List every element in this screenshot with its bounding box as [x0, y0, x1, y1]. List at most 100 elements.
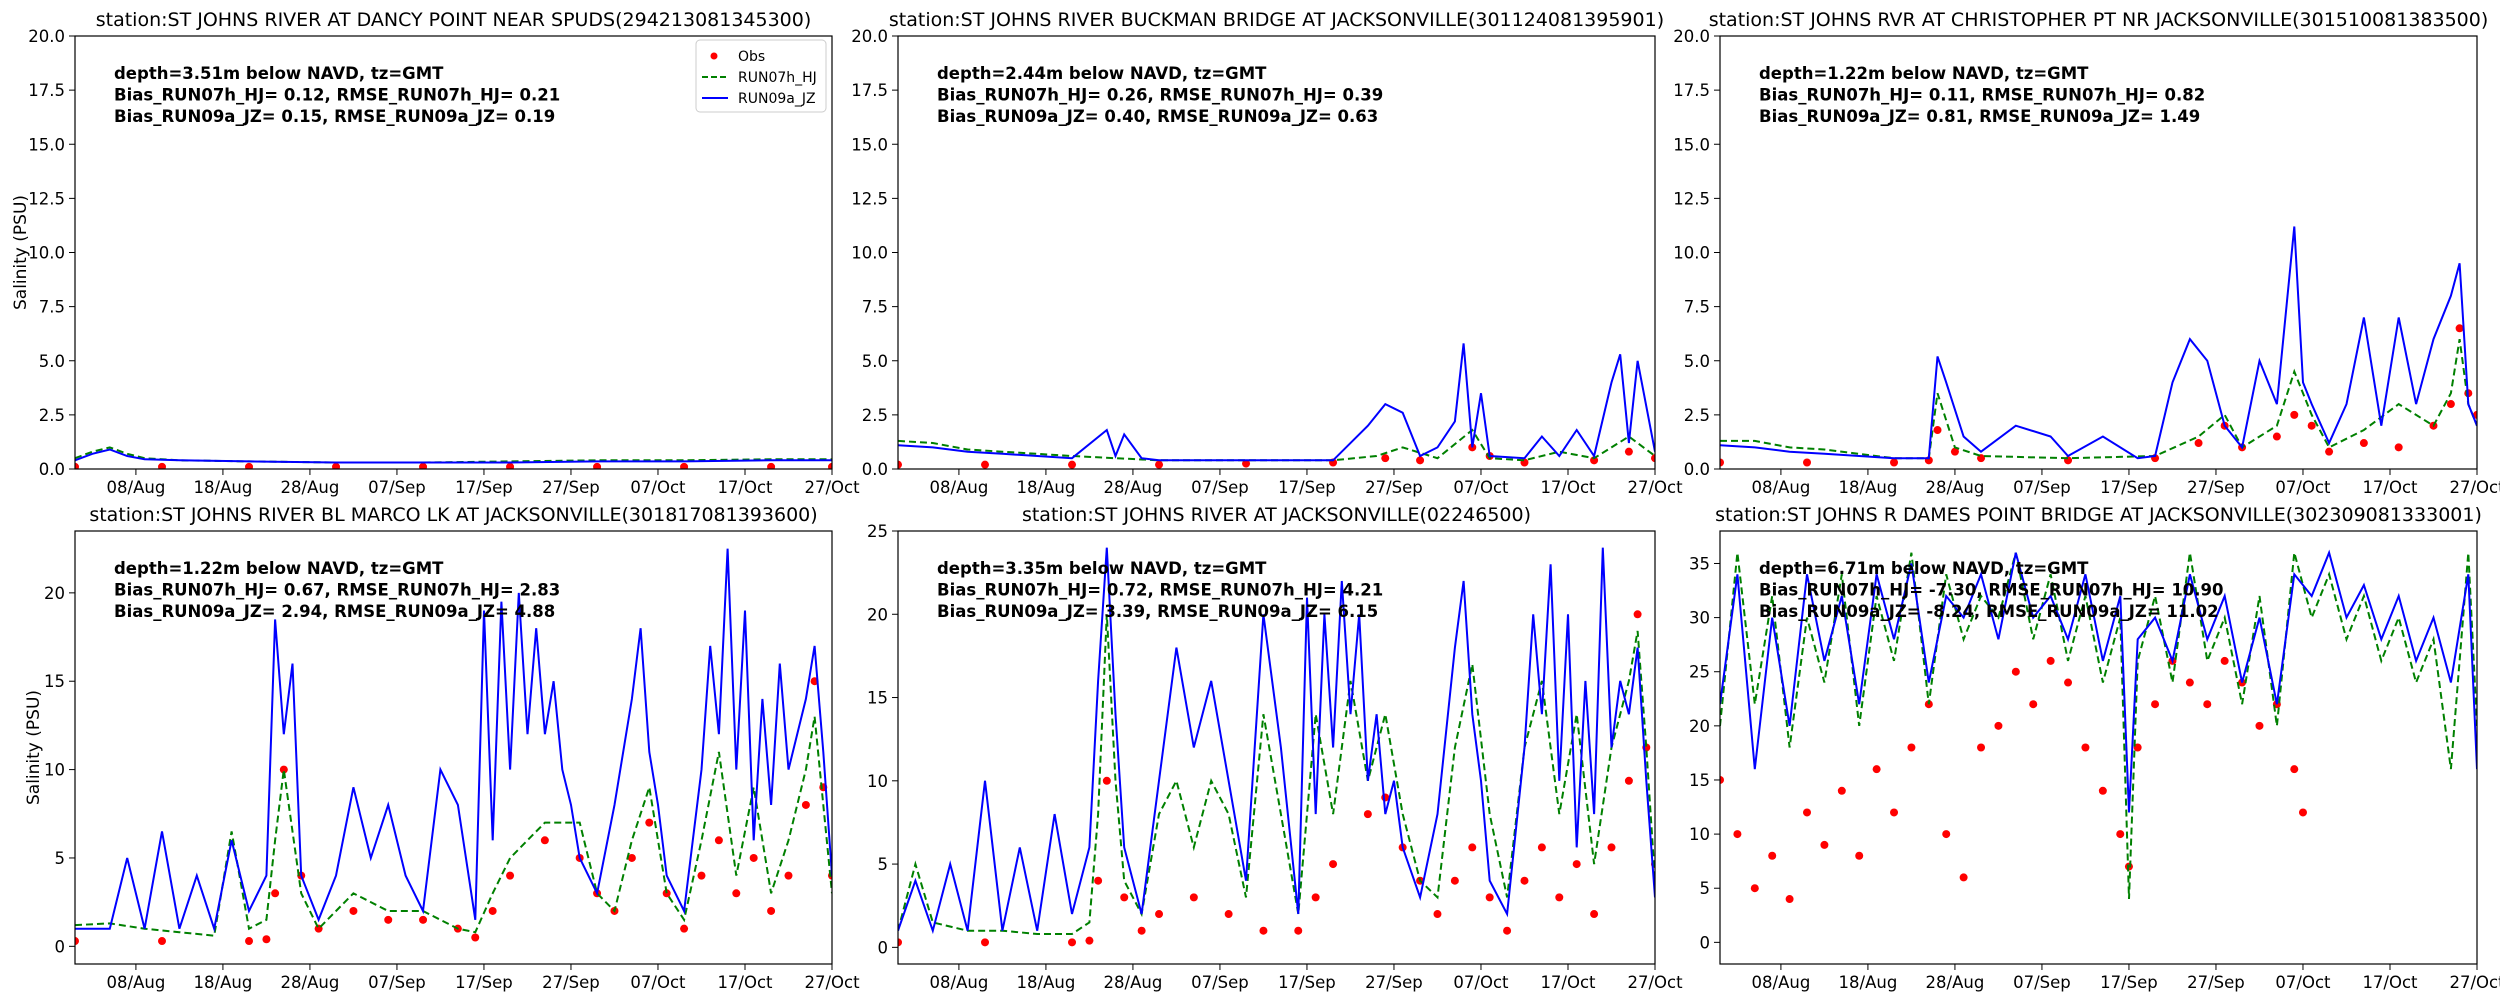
obs-point	[1720, 458, 1724, 467]
obs-point	[1890, 808, 1899, 817]
x-tick-label: 07/Sep	[368, 478, 426, 497]
obs-point	[1933, 426, 1942, 435]
x-tick-label: 17/Sep	[2100, 973, 2158, 992]
y-tick-label: 20	[44, 584, 65, 603]
obs-point	[1259, 926, 1268, 935]
y-tick-label: 10.0	[28, 244, 65, 263]
y-tick-label: 25	[1689, 663, 1710, 682]
stats-annotation: Bias_RUN07h_HJ= -7.30, RMSE_RUN07h_HJ= 1…	[1759, 581, 2224, 600]
plot-area	[898, 343, 1655, 469]
y-tick-label: 15.0	[851, 135, 888, 154]
y-tick-label: 12.5	[1673, 189, 1710, 208]
chart-title: station:ST JOHNS RVR AT CHRISTOPHER PT N…	[1709, 9, 2489, 31]
y-axis-label: Salinity (PSU)	[11, 195, 31, 310]
y-tick-label: 5.0	[1684, 352, 1710, 371]
series-run09a-jz	[1720, 226, 2477, 460]
obs-point	[1624, 447, 1633, 456]
x-tick-label: 08/Aug	[1752, 973, 1811, 992]
obs-point	[1311, 893, 1320, 902]
x-tick-label: 17/Oct	[1540, 478, 1596, 497]
obs-point	[332, 462, 341, 469]
obs-point	[2029, 700, 2038, 709]
plot-area	[75, 548, 832, 946]
chart-title: station:ST JOHNS R DAMES POINT BRIDGE AT…	[1715, 504, 2482, 526]
y-tick-label: 35	[1689, 554, 1710, 573]
x-tick-label: 17/Oct	[717, 973, 773, 992]
y-tick-label: 7.5	[39, 298, 65, 317]
y-tick-label: 17.5	[28, 81, 65, 100]
obs-point	[384, 915, 393, 924]
obs-point	[262, 935, 271, 944]
y-tick-label: 10	[867, 772, 888, 791]
x-tick-label: 17/Sep	[455, 973, 513, 992]
x-tick-label: 17/Sep	[2100, 478, 2158, 497]
obs-point	[245, 937, 254, 946]
x-tick-label: 07/Sep	[2013, 478, 2071, 497]
obs-point	[1468, 843, 1477, 852]
obs-point	[1224, 910, 1233, 919]
obs-point	[1381, 454, 1390, 463]
x-tick-label: 17/Oct	[717, 478, 773, 497]
obs-point	[2081, 743, 2090, 752]
axes-frame	[1719, 530, 2478, 965]
y-tick-label: 2.5	[39, 406, 65, 425]
obs-point	[1120, 893, 1129, 902]
obs-point	[1137, 926, 1146, 935]
obs-point	[1907, 743, 1916, 752]
obs-point	[662, 889, 671, 898]
x-tick-label: 18/Aug	[1839, 973, 1898, 992]
obs-point	[1837, 786, 1846, 795]
obs-point	[1977, 743, 1986, 752]
x-tick-label: 27/Oct	[2449, 478, 2500, 497]
obs-point	[1363, 810, 1372, 819]
obs-point	[1855, 851, 1864, 860]
obs-point	[2446, 400, 2455, 409]
x-tick-label: 28/Aug	[1104, 478, 1163, 497]
x-tick-label: 07/Oct	[2275, 973, 2331, 992]
series-run07h-hj	[75, 716, 832, 937]
y-tick-label: 15	[44, 672, 65, 691]
panel-6: 08/Aug 18/Aug 28/Aug 07/Sep 17/Sep 27/Sep 07/O…	[1689, 504, 2500, 992]
legend: Obs RUN07h_HJ RUN09a_JZ	[695, 39, 827, 113]
obs-point	[488, 906, 497, 915]
obs-point	[1651, 454, 1655, 463]
obs-point	[732, 889, 741, 898]
stats-annotation: Bias_RUN09a_JZ= 0.15, RMSE_RUN09a_JZ= 0.…	[114, 107, 555, 126]
obs-point	[801, 800, 810, 809]
obs-point	[1094, 876, 1103, 885]
y-tick-label: 0	[55, 937, 66, 956]
obs-point	[680, 462, 689, 469]
obs-point	[680, 924, 689, 933]
x-tick-label: 27/Sep	[1365, 478, 1423, 497]
x-tick-label: 18/Aug	[194, 478, 253, 497]
obs-point	[158, 937, 167, 946]
obs-point	[1803, 458, 1812, 467]
legend-box	[695, 39, 827, 113]
obs-point	[1416, 456, 1425, 465]
x-tick-label: 18/Aug	[1017, 478, 1076, 497]
y-tick-label: 20	[867, 605, 888, 624]
obs-point	[2064, 678, 2073, 687]
obs-point	[1068, 938, 1077, 947]
obs-point	[1750, 884, 1759, 893]
panel-4: 08/Aug 18/Aug 28/Aug 07/Sep 17/Sep 27/Sep 07/O…	[24, 504, 860, 992]
x-tick-label: 28/Aug	[1104, 973, 1163, 992]
series-run09a-jz	[1720, 549, 2477, 813]
x-tick-label: 27/Oct	[1627, 478, 1683, 497]
chart-title: station:ST JOHNS RIVER BL MARCO LK AT JA…	[89, 504, 817, 526]
obs-point	[1242, 459, 1251, 468]
obs-point	[1624, 776, 1633, 785]
panel-3: 08/Aug 18/Aug 28/Aug 07/Sep 17/Sep 27/Sep 07/O…	[1673, 9, 2500, 497]
y-tick-label: 17.5	[851, 81, 888, 100]
obs-point	[1890, 458, 1899, 467]
obs-point	[1537, 843, 1546, 852]
stats-annotation: Bias_RUN09a_JZ= 3.39, RMSE_RUN09a_JZ= 6.…	[937, 602, 1378, 621]
obs-point	[2455, 324, 2464, 333]
y-tick-label: 0.0	[39, 460, 65, 479]
series-run09a-jz	[898, 547, 1655, 935]
obs-point	[1155, 460, 1164, 469]
obs-point	[1733, 830, 1742, 839]
obs-point	[1803, 808, 1812, 817]
obs-point	[2194, 439, 2203, 448]
